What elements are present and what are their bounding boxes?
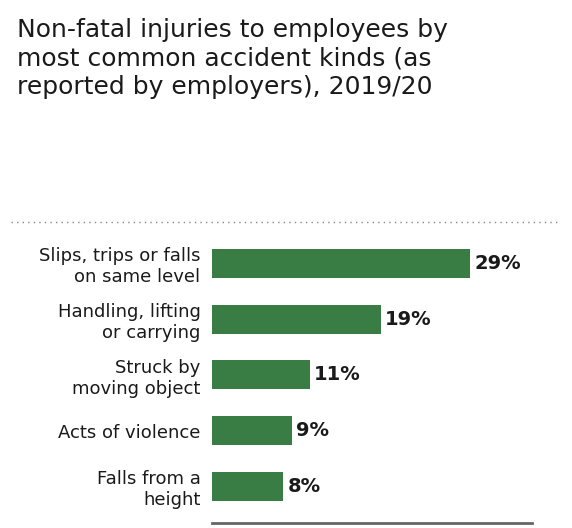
Text: Non-fatal injuries to employees by
most common accident kinds (as
reported by em: Non-fatal injuries to employees by most …	[17, 18, 448, 99]
Bar	[212, 361, 309, 389]
Text: 19%: 19%	[385, 309, 432, 328]
Bar	[212, 305, 381, 334]
Text: 8%: 8%	[287, 477, 320, 496]
Bar	[212, 416, 292, 445]
Text: 29%: 29%	[474, 254, 521, 273]
Text: 9%: 9%	[296, 421, 329, 440]
Bar	[212, 472, 283, 501]
Bar	[212, 249, 470, 278]
Text: 11%: 11%	[314, 365, 361, 384]
